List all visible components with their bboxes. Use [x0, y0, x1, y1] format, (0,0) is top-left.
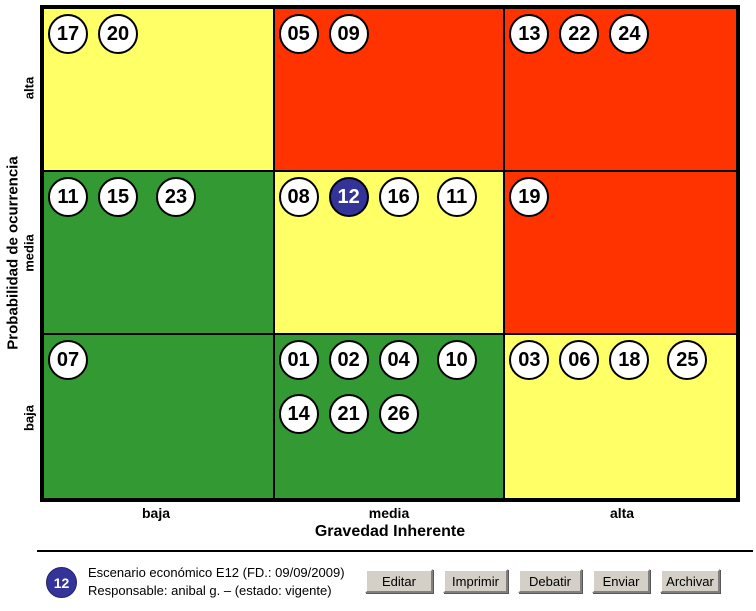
scenario-circle[interactable]: 15 [98, 177, 138, 217]
matrix-cell-media-alta: 19 [505, 172, 736, 335]
scenario-circle[interactable]: 17 [48, 14, 88, 54]
x-tick-media: media [368, 505, 410, 521]
scenario-circle-row: 07 [48, 340, 88, 380]
matrix-cell-baja-media: 01 02 04 10 14 21 26 [274, 335, 506, 498]
scenario-circle-row: 13 22 24 [509, 14, 650, 54]
x-axis-title: Gravedad Inherente [314, 523, 466, 540]
scenario-circle[interactable]: 23 [156, 177, 196, 217]
scenario-circle[interactable]: 20 [98, 14, 138, 54]
scenario-circle[interactable]: 25 [667, 340, 708, 380]
scenario-circle[interactable]: 11 [436, 177, 477, 217]
debate-button[interactable]: Debatir [518, 569, 582, 593]
scenario-circle-row: 01 02 04 10 [278, 340, 477, 380]
scenario-circle[interactable]: 18 [609, 340, 650, 380]
y-tick-media: media [21, 234, 37, 272]
risk-matrix: 17 20 05 09 13 22 24 11 15 23 08 12 16 11 19 07 01 02 04 10… [40, 5, 740, 502]
scenario-circle[interactable]: 16 [378, 177, 419, 217]
separator-line [37, 550, 753, 552]
scenario-details: Escenario económico E12 (FD.: 09/09/2009… [88, 564, 345, 600]
scenario-circle-row: 14 21 26 [278, 394, 419, 434]
scenario-circle[interactable]: 11 [48, 177, 88, 217]
print-button[interactable]: Imprimir [443, 569, 508, 593]
x-tick-alta: alta [609, 505, 635, 521]
y-tick-alta: alta [21, 76, 37, 100]
scenario-circle[interactable]: 09 [328, 14, 369, 54]
matrix-cell-baja-alta: 03 06 18 25 [505, 335, 736, 498]
scenario-circle[interactable]: 05 [278, 14, 319, 54]
scenario-circle-row: 17 20 [48, 14, 138, 54]
scenario-circle-row: 11 15 23 [48, 177, 196, 217]
y-axis-title: Probabilidad de ocurrencia [4, 156, 22, 350]
scenario-title: Escenario económico E12 (FD.: 09/09/2009… [88, 565, 345, 580]
scenario-circle[interactable]: 21 [328, 394, 369, 434]
scenario-circle[interactable]: 02 [328, 340, 369, 380]
x-tick-baja: baja [141, 505, 171, 521]
archive-button[interactable]: Archivar [660, 569, 720, 593]
scenario-circle[interactable]: 13 [509, 14, 550, 54]
matrix-cell-alta-baja: 17 20 [44, 9, 275, 172]
scenario-circle-row: 19 [509, 177, 550, 217]
scenario-circle[interactable]: 14 [278, 394, 319, 434]
scenario-circle[interactable]: 04 [378, 340, 419, 380]
y-tick-baja: baja [21, 404, 37, 432]
scenario-circle[interactable]: 10 [436, 340, 477, 380]
scenario-circle-row: 08 12 16 11 [278, 177, 477, 217]
scenario-circle[interactable]: 03 [509, 340, 550, 380]
matrix-cell-baja-baja: 07 [44, 335, 275, 498]
edit-button[interactable]: Editar [365, 569, 433, 593]
send-button[interactable]: Enviar [592, 569, 650, 593]
scenario-circle[interactable]: 19 [509, 177, 550, 217]
selected-scenario-badge: 12 [46, 567, 77, 598]
scenario-circle[interactable]: 26 [378, 394, 419, 434]
scenario-owner: Responsable: anibal g. – (estado: vigent… [88, 583, 332, 598]
scenario-circle-row: 03 06 18 25 [509, 340, 708, 380]
scenario-circle[interactable]: 24 [609, 14, 650, 54]
scenario-circle-selected[interactable]: 12 [328, 177, 369, 217]
scenario-circle[interactable]: 01 [278, 340, 319, 380]
scenario-circle[interactable]: 07 [48, 340, 88, 380]
matrix-cell-alta-media: 05 09 [274, 9, 506, 172]
matrix-cell-media-media: 08 12 16 11 [274, 172, 506, 335]
action-toolbar: Editar Imprimir Debatir Enviar Archivar [365, 569, 720, 593]
matrix-cell-media-baja: 11 15 23 [44, 172, 275, 335]
scenario-circle-row: 05 09 [278, 14, 369, 54]
scenario-circle[interactable]: 22 [559, 14, 600, 54]
matrix-cell-alta-alta: 13 22 24 [505, 9, 736, 172]
scenario-circle[interactable]: 06 [559, 340, 600, 380]
scenario-circle[interactable]: 08 [278, 177, 319, 217]
